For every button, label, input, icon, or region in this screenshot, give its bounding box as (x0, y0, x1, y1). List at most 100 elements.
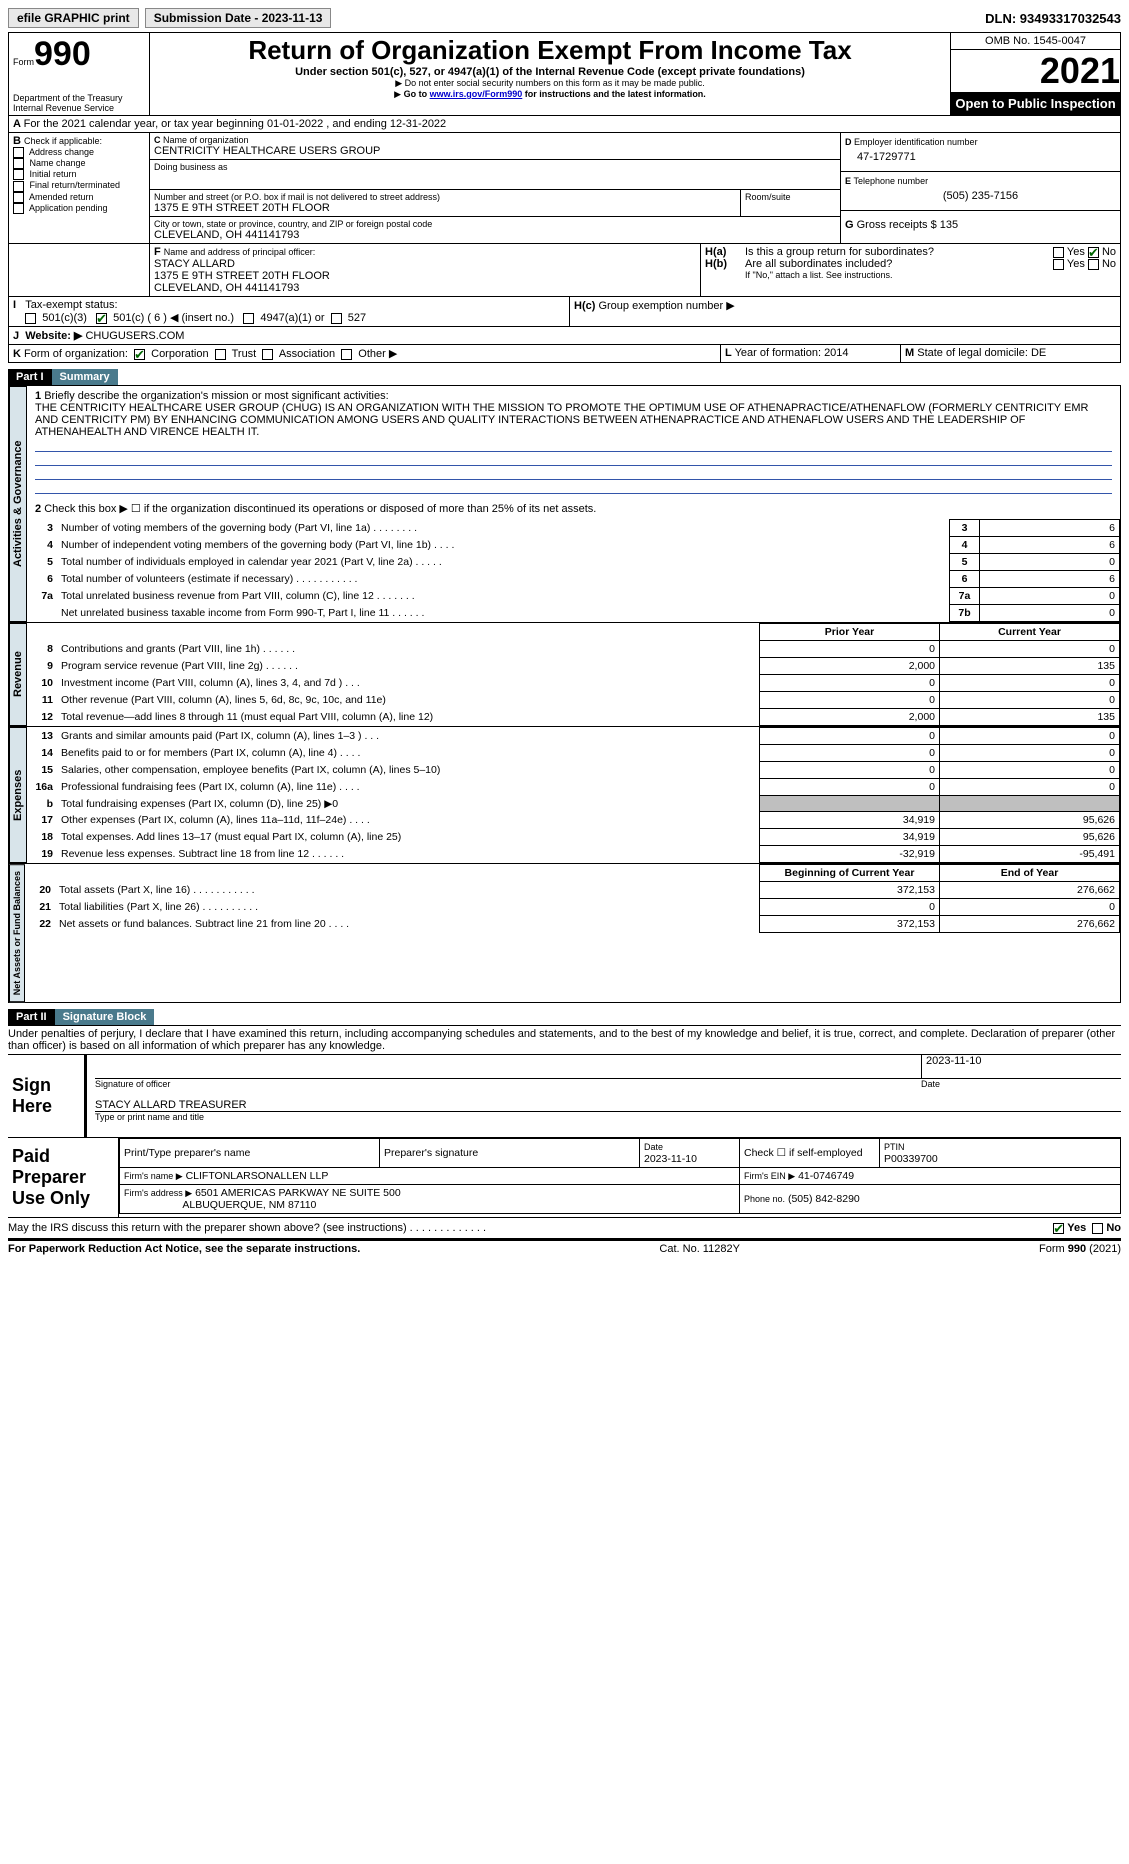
other-checkbox[interactable] (341, 349, 352, 360)
irs-link[interactable]: www.irs.gov/Form990 (430, 89, 523, 99)
hb-yes-checkbox[interactable] (1053, 259, 1064, 270)
omb-number: OMB No. 1545-0047 (951, 33, 1120, 50)
firm-name: CLIFTONLARSONALLEN LLP (186, 1170, 329, 1182)
tax-year-range: For the 2021 calendar year, or tax year … (24, 118, 447, 130)
yes-label-2: Yes (1067, 258, 1085, 270)
revenue-table: Prior YearCurrent Year8Contributions and… (27, 623, 1120, 726)
4947-checkbox[interactable] (243, 313, 254, 324)
website-label: Website: ▶ (25, 330, 82, 342)
ein-label: Employer identification number (854, 137, 978, 147)
city-value: CLEVELAND, OH 441141793 (154, 229, 836, 241)
sig-officer-label: Signature of officer (95, 1079, 921, 1089)
ha-yes-checkbox[interactable] (1053, 247, 1064, 258)
assoc-checkbox[interactable] (262, 349, 273, 360)
side-expenses: Expenses (9, 727, 27, 863)
row-klm: K Form of organization: Corporation Trus… (8, 345, 1121, 363)
part-ii-bar: Part II Signature Block (8, 1009, 1121, 1025)
501c-checkbox[interactable] (96, 313, 107, 324)
city-label: City or town, state or province, country… (154, 219, 836, 229)
governance-table: 3Number of voting members of the governi… (27, 519, 1120, 622)
addr-label: Number and street (or P.O. box if mail i… (154, 192, 736, 202)
b-option-checkbox[interactable] (13, 192, 24, 203)
firm-ein: 41-0746749 (798, 1170, 854, 1182)
phone-value: (505) 235-7156 (845, 186, 1116, 206)
row-a: A For the 2021 calendar year, or tax yea… (8, 116, 1121, 133)
trust-checkbox[interactable] (215, 349, 226, 360)
prep-name-label: Print/Type preparer's name (120, 1139, 380, 1168)
org-name-label: Name of organization (163, 135, 249, 145)
form-org-label: Form of organization: (24, 348, 128, 360)
trust-label: Trust (232, 348, 257, 360)
efile-print-button[interactable]: efile GRAPHIC print (8, 8, 139, 28)
prep-date-label: Date (644, 1142, 663, 1152)
q1-body: THE CENTRICITY HEALTHCARE USER GROUP (CH… (35, 402, 1088, 438)
527-checkbox[interactable] (331, 313, 342, 324)
officer-addr2: CLEVELAND, OH 441141793 (154, 282, 299, 294)
discuss-yes-checkbox[interactable] (1053, 1223, 1064, 1234)
check-applicable: Check if applicable: (24, 136, 102, 146)
b-option-checkbox[interactable] (13, 169, 24, 180)
ha-no-checkbox[interactable] (1088, 247, 1099, 258)
ptin-label: PTIN (884, 1142, 905, 1152)
paid-preparer-label: Paid Preparer Use Only (8, 1138, 118, 1217)
ha-text: Is this a group return for subordinates? (745, 246, 1053, 258)
501c3-checkbox[interactable] (25, 313, 36, 324)
part-i-header: Part I (8, 369, 52, 385)
sig-name-label: Type or print name and title (95, 1112, 1121, 1122)
firm-name-label: Firm's name ▶ (124, 1171, 183, 1181)
net-assets-table: Beginning of Current YearEnd of Year20To… (25, 864, 1120, 933)
addr-value: 1375 E 9TH STREET 20TH FLOOR (154, 202, 736, 214)
open-inspection: Open to Public Inspection (951, 92, 1120, 115)
form-title: Return of Organization Exempt From Incom… (154, 35, 946, 66)
officer-name: STACY ALLARD (154, 258, 235, 270)
room-label: Room/suite (745, 192, 836, 202)
b-option-checkbox[interactable] (13, 203, 24, 214)
501c-label: 501(c) ( 6 ) ◀ (insert no.) (113, 312, 234, 324)
part-i-title: Summary (52, 369, 118, 385)
domicile-value: DE (1031, 347, 1046, 359)
527-label: 527 (348, 312, 366, 324)
assoc-label: Association (279, 348, 335, 360)
cat-no: Cat. No. 11282Y (659, 1243, 740, 1255)
b-option-checkbox[interactable] (13, 181, 24, 192)
part-ii-header: Part II (8, 1009, 55, 1025)
side-net-assets: Net Assets or Fund Balances (9, 864, 25, 1002)
b-option-checkbox[interactable] (13, 147, 24, 158)
discuss-no-label: No (1106, 1222, 1121, 1234)
row-i: I Tax-exempt status: 501(c)(3) 501(c) ( … (8, 297, 1121, 327)
formation-value: 2014 (824, 347, 848, 359)
q1-text: Briefly describe the organization's miss… (44, 390, 388, 402)
part-ii-title: Signature Block (55, 1009, 155, 1025)
dept-treasury: Department of the Treasury (13, 93, 145, 103)
form-footer: Form 990 (2021) (1039, 1243, 1121, 1255)
sig-date-label: Date (921, 1079, 1121, 1089)
501c3-label: 501(c)(3) (42, 312, 87, 324)
side-revenue: Revenue (9, 623, 27, 726)
4947-label: 4947(a)(1) or (260, 312, 324, 324)
hb-text: Are all subordinates included? (745, 258, 1053, 270)
goto-post: for instructions and the latest informat… (522, 89, 706, 99)
q1-num: 1 (35, 390, 41, 402)
declaration: Under penalties of perjury, I declare th… (8, 1025, 1121, 1054)
firm-phone: (505) 842-8290 (788, 1193, 860, 1205)
firm-addr-label: Firm's address ▶ (124, 1188, 192, 1198)
sig-date-value: 2023-11-10 (921, 1055, 1121, 1079)
prep-date: 2023-11-10 (644, 1153, 697, 1165)
corp-label: Corporation (151, 348, 208, 360)
firm-ein-label: Firm's EIN ▶ (744, 1171, 795, 1181)
dba-label: Doing business as (154, 162, 836, 172)
side-governance: Activities & Governance (9, 386, 27, 622)
yes-label: Yes (1067, 246, 1085, 258)
form-subtitle: Under section 501(c), 527, or 4947(a)(1)… (154, 66, 946, 78)
sign-here-label: Sign Here (8, 1055, 78, 1137)
formation-label: Year of formation: (735, 347, 821, 359)
q2-text: Check this box ▶ ☐ if the organization d… (44, 503, 596, 515)
b-option-checkbox[interactable] (13, 158, 24, 169)
hb-no-checkbox[interactable] (1088, 259, 1099, 270)
corp-checkbox[interactable] (134, 349, 145, 360)
discuss-text: May the IRS discuss this return with the… (8, 1222, 1053, 1234)
irs-label: Internal Revenue Service (13, 103, 145, 113)
firm-phone-label: Phone no. (744, 1194, 785, 1204)
discuss-no-checkbox[interactable] (1092, 1223, 1103, 1234)
hc-text: Group exemption number ▶ (598, 300, 734, 312)
